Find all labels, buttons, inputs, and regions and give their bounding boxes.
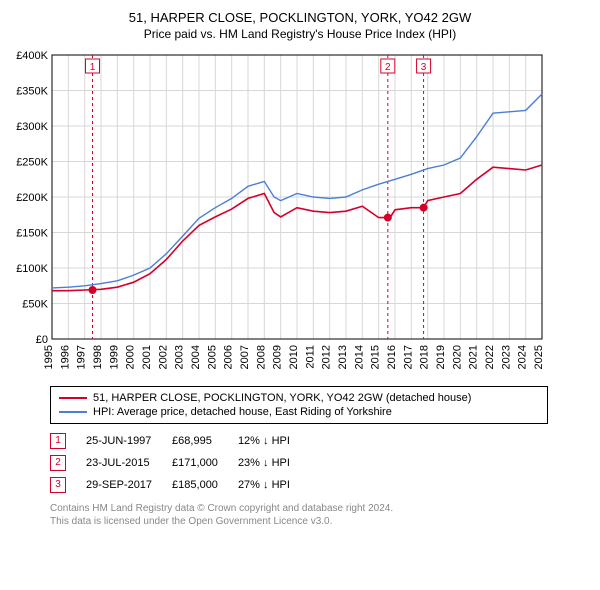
sale-events-table: 1 25-JUN-1997£68,99512% ↓ HPI 2 23-JUL-2015… — [50, 430, 310, 496]
svg-text:1997: 1997 — [76, 345, 88, 369]
sale-marker-1 — [89, 286, 97, 294]
event-price: £185,000 — [172, 474, 238, 496]
svg-text:2007: 2007 — [239, 345, 251, 369]
svg-text:2013: 2013 — [337, 345, 349, 369]
svg-text:2019: 2019 — [435, 345, 447, 369]
event-price: £68,995 — [172, 430, 238, 452]
table-row: 2 23-JUL-2015£171,00023% ↓ HPI — [50, 452, 310, 474]
svg-text:2017: 2017 — [402, 345, 414, 369]
svg-text:£100K: £100K — [16, 263, 48, 275]
svg-text:£150K: £150K — [16, 228, 48, 240]
svg-text:2009: 2009 — [272, 345, 284, 369]
svg-text:£400K: £400K — [16, 50, 48, 62]
event-delta: 27% ↓ HPI — [238, 474, 310, 496]
event-delta: 12% ↓ HPI — [238, 430, 310, 452]
svg-text:2020: 2020 — [451, 345, 463, 369]
svg-text:2025: 2025 — [533, 345, 545, 369]
attribution-line-2: This data is licensed under the Open Gov… — [50, 515, 590, 528]
event-badge: 3 — [50, 477, 66, 493]
svg-text:1996: 1996 — [59, 345, 71, 369]
svg-text:1: 1 — [90, 62, 96, 73]
svg-text:2023: 2023 — [500, 345, 512, 369]
svg-text:2024: 2024 — [517, 345, 529, 369]
svg-text:£250K: £250K — [16, 157, 48, 169]
price-vs-hpi-chart: £0 £50K £100K £150K £200K £250K £300K £350K £400… — [10, 47, 550, 377]
svg-text:2015: 2015 — [370, 345, 382, 369]
svg-text:2022: 2022 — [484, 345, 496, 369]
svg-text:2003: 2003 — [174, 345, 186, 369]
legend-label: 51, HARPER CLOSE, POCKLINGTON, YORK, YO4… — [93, 392, 471, 404]
svg-text:2: 2 — [385, 62, 391, 73]
event-date: 25-JUN-1997 — [86, 430, 172, 452]
svg-text:£200K: £200K — [16, 192, 48, 204]
table-row: 1 25-JUN-1997£68,99512% ↓ HPI — [50, 430, 310, 452]
svg-text:2012: 2012 — [321, 345, 333, 369]
legend-swatch — [59, 411, 87, 413]
svg-text:2004: 2004 — [190, 345, 202, 369]
event-date: 23-JUL-2015 — [86, 452, 172, 474]
chart-title-block: 51, HARPER CLOSE, POCKLINGTON, YORK, YO4… — [10, 10, 590, 41]
svg-text:2018: 2018 — [419, 345, 431, 369]
attribution-line-1: Contains HM Land Registry data © Crown c… — [50, 502, 590, 515]
svg-text:2006: 2006 — [223, 345, 235, 369]
legend-row-1: HPI: Average price, detached house, East… — [59, 405, 539, 419]
svg-text:2021: 2021 — [468, 345, 480, 369]
svg-text:2000: 2000 — [125, 345, 137, 369]
svg-text:2014: 2014 — [353, 345, 365, 369]
svg-text:2016: 2016 — [386, 345, 398, 369]
svg-text:2008: 2008 — [255, 345, 267, 369]
legend-label: HPI: Average price, detached house, East… — [93, 406, 392, 418]
sale-marker-3 — [420, 204, 428, 212]
event-badge: 2 — [50, 455, 66, 471]
chart-container: £0 £50K £100K £150K £200K £250K £300K £350K £400… — [10, 47, 590, 380]
svg-text:2001: 2001 — [141, 345, 153, 369]
svg-text:2010: 2010 — [288, 345, 300, 369]
svg-text:2002: 2002 — [157, 345, 169, 369]
svg-text:1998: 1998 — [92, 345, 104, 369]
event-badge: 1 — [50, 433, 66, 449]
legend-swatch — [59, 397, 87, 399]
svg-text:1999: 1999 — [108, 345, 120, 369]
data-attribution: Contains HM Land Registry data © Crown c… — [50, 502, 590, 528]
event-date: 29-SEP-2017 — [86, 474, 172, 496]
chart-legend: 51, HARPER CLOSE, POCKLINGTON, YORK, YO4… — [50, 386, 548, 424]
svg-text:£0: £0 — [36, 334, 48, 346]
svg-text:1995: 1995 — [43, 345, 55, 369]
svg-text:£350K: £350K — [16, 86, 48, 98]
svg-text:£50K: £50K — [22, 299, 48, 311]
table-row: 3 29-SEP-2017£185,00027% ↓ HPI — [50, 474, 310, 496]
event-price: £171,000 — [172, 452, 238, 474]
svg-text:3: 3 — [421, 62, 427, 73]
legend-row-0: 51, HARPER CLOSE, POCKLINGTON, YORK, YO4… — [59, 391, 539, 405]
svg-text:£300K: £300K — [16, 121, 48, 133]
chart-title-main: 51, HARPER CLOSE, POCKLINGTON, YORK, YO4… — [10, 10, 590, 25]
svg-text:2005: 2005 — [206, 345, 218, 369]
svg-text:2011: 2011 — [304, 345, 316, 369]
sale-marker-2 — [384, 214, 392, 222]
chart-title-sub: Price paid vs. HM Land Registry's House … — [10, 27, 590, 41]
event-delta: 23% ↓ HPI — [238, 452, 310, 474]
